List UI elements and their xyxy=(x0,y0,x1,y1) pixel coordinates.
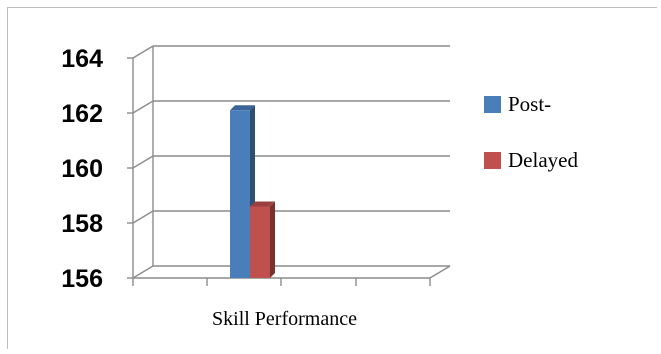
side-wall-line xyxy=(132,100,154,114)
side-wall-line xyxy=(132,265,154,279)
floor-right-edge xyxy=(429,265,451,279)
side-wall-line xyxy=(132,155,154,169)
chart-frame xyxy=(7,7,657,349)
bar-top-post xyxy=(230,105,255,111)
bar-post xyxy=(230,110,250,278)
y-tick-label: 162 xyxy=(61,100,103,128)
y-tick-label: 160 xyxy=(61,155,103,183)
bar-top-delayed xyxy=(250,201,275,207)
y-tick-label: 164 xyxy=(61,45,103,73)
x-category-label: Skill Performance xyxy=(212,308,357,330)
y-tick-label: 156 xyxy=(61,265,103,293)
bar-delayed xyxy=(250,206,270,278)
side-wall-line xyxy=(132,45,154,59)
y-tick-label: 158 xyxy=(61,210,103,238)
legend-label: Post- xyxy=(508,92,551,116)
legend-swatch xyxy=(484,96,501,113)
legend-label: Delayed xyxy=(508,148,578,172)
bar-side-delayed xyxy=(270,201,275,278)
legend-swatch xyxy=(484,152,501,169)
side-wall-line xyxy=(132,210,154,224)
